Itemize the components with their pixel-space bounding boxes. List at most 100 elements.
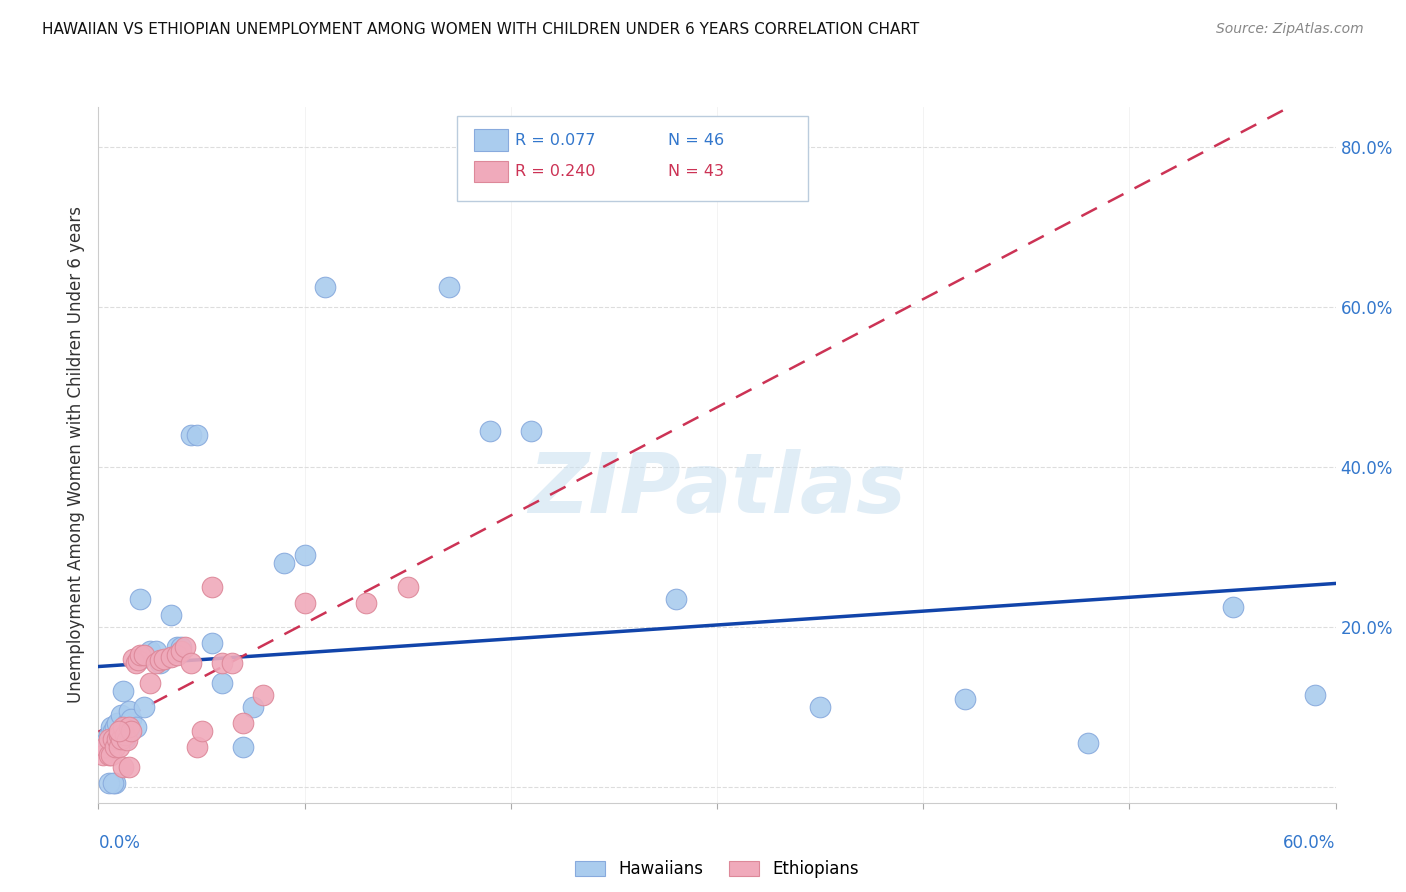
Text: 60.0%: 60.0% — [1284, 834, 1336, 852]
Point — [101, 776, 124, 790]
Point — [953, 691, 976, 706]
Point — [97, 747, 120, 762]
Text: Source: ZipAtlas.com: Source: ZipAtlas.com — [1216, 22, 1364, 37]
Point — [180, 656, 202, 670]
Point — [149, 653, 172, 667]
Point — [101, 731, 124, 746]
Point — [118, 760, 141, 774]
Point — [232, 715, 254, 730]
Point — [93, 739, 115, 754]
Point — [120, 712, 142, 726]
Point — [122, 652, 145, 666]
Text: N = 43: N = 43 — [668, 164, 724, 178]
Point — [190, 723, 212, 738]
Point — [180, 428, 202, 442]
Point — [242, 699, 264, 714]
Point — [356, 596, 378, 610]
Point — [97, 731, 120, 746]
Point — [186, 428, 208, 442]
Point — [117, 733, 139, 747]
Point — [294, 596, 316, 610]
Point — [1222, 599, 1244, 614]
Point — [252, 688, 274, 702]
Point — [104, 731, 127, 746]
Point — [186, 739, 208, 754]
Point — [314, 280, 336, 294]
Point — [808, 699, 831, 714]
Point — [128, 652, 150, 666]
Point — [112, 760, 135, 774]
Point — [118, 720, 141, 734]
Point — [105, 731, 128, 746]
Point — [145, 656, 167, 670]
Point — [108, 739, 131, 754]
Point — [153, 652, 176, 666]
Point — [145, 644, 167, 658]
Point — [139, 644, 162, 658]
Text: R = 0.077: R = 0.077 — [515, 133, 595, 147]
Point — [97, 776, 120, 790]
Point — [665, 591, 688, 606]
Text: N = 46: N = 46 — [668, 133, 724, 147]
Text: 0.0%: 0.0% — [98, 834, 141, 852]
Point — [91, 747, 114, 762]
Point — [101, 723, 124, 738]
Point — [174, 640, 197, 654]
Point — [112, 683, 135, 698]
Point — [1303, 688, 1326, 702]
Y-axis label: Unemployment Among Women with Children Under 6 years: Unemployment Among Women with Children U… — [66, 206, 84, 704]
Point — [110, 731, 132, 746]
Point — [437, 280, 460, 294]
Point — [201, 636, 224, 650]
Legend: Hawaiians, Ethiopians: Hawaiians, Ethiopians — [569, 854, 865, 885]
Point — [104, 776, 127, 790]
Point — [108, 728, 131, 742]
Point — [124, 656, 146, 670]
Point — [114, 731, 136, 746]
Point — [166, 648, 188, 662]
Point — [273, 556, 295, 570]
Point — [104, 739, 127, 754]
Point — [105, 715, 128, 730]
Point — [112, 728, 135, 742]
Point — [117, 715, 139, 730]
Point — [114, 728, 136, 742]
Point — [100, 747, 122, 762]
Point — [127, 653, 149, 667]
Point — [201, 580, 224, 594]
Point — [108, 723, 131, 738]
Text: ZIPatlas: ZIPatlas — [529, 450, 905, 530]
Point — [159, 607, 181, 622]
Point — [221, 656, 243, 670]
Point — [294, 548, 316, 562]
Point — [120, 723, 142, 738]
Text: R = 0.240: R = 0.240 — [515, 164, 595, 178]
Point — [211, 656, 233, 670]
Point — [104, 720, 127, 734]
Point — [1077, 736, 1099, 750]
Point — [93, 736, 115, 750]
Point — [170, 640, 193, 654]
Point — [100, 720, 122, 734]
Point — [211, 676, 233, 690]
Point — [170, 644, 193, 658]
Point — [112, 720, 135, 734]
Point — [396, 580, 419, 594]
Point — [108, 731, 131, 746]
Point — [132, 648, 155, 662]
Point — [124, 720, 146, 734]
Point — [139, 676, 162, 690]
Point — [520, 424, 543, 438]
Point — [479, 424, 502, 438]
Point — [128, 648, 150, 662]
Point — [110, 707, 132, 722]
Point — [149, 656, 172, 670]
Text: HAWAIIAN VS ETHIOPIAN UNEMPLOYMENT AMONG WOMEN WITH CHILDREN UNDER 6 YEARS CORRE: HAWAIIAN VS ETHIOPIAN UNEMPLOYMENT AMONG… — [42, 22, 920, 37]
Point — [132, 699, 155, 714]
Point — [232, 739, 254, 754]
Point — [128, 591, 150, 606]
Point — [118, 704, 141, 718]
Point — [97, 728, 120, 742]
Point — [166, 640, 188, 654]
Point — [159, 650, 181, 665]
